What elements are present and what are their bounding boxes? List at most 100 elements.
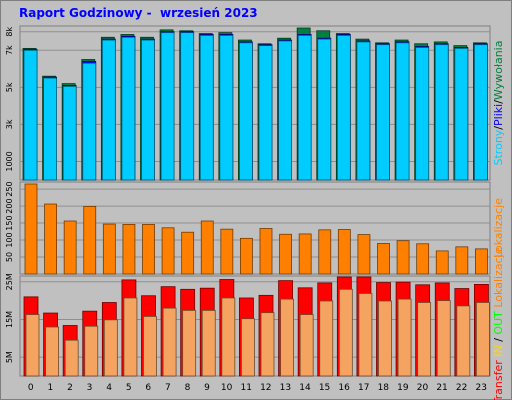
bar-pages-16 [336, 35, 351, 181]
bar-sites-22 [455, 246, 469, 275]
x-tick-label: 15 [319, 383, 330, 393]
bar-kbytes_in-6 [143, 316, 157, 377]
bar-sites-7 [161, 227, 175, 275]
bar-kbytes_in-1 [45, 326, 59, 377]
side-label-bottom-part: Lokalizacje [492, 247, 505, 307]
bar-sites-3 [83, 206, 97, 275]
title-period: wrzesień 2023 [160, 6, 258, 20]
y-tick-label: 3k [5, 119, 14, 129]
bar-kbytes_in-7 [162, 307, 177, 377]
side-label-bottom-part: IN [492, 345, 505, 356]
bar-kbytes_in-18 [378, 300, 392, 377]
transfer-panel-plot-area [19, 275, 491, 377]
x-tick-label: 10 [221, 383, 233, 393]
bar-pages-6 [141, 39, 155, 181]
x-tick-label: 13 [280, 383, 291, 393]
bar-kbytes_in-20 [417, 302, 432, 377]
x-tick-label: 1 [48, 383, 54, 393]
bar-kbytes_in-5 [123, 297, 138, 377]
bar-kbytes_in-13 [280, 298, 294, 377]
bar-sites-20 [416, 243, 430, 275]
bar-sites-12 [259, 228, 273, 275]
bar-pages-3 [82, 62, 97, 181]
bar-kbytes_in-15 [319, 300, 334, 377]
bar-pages-2 [62, 85, 77, 181]
bar-kbytes_in-19 [397, 298, 412, 377]
bar-sites-4 [102, 223, 116, 275]
bar-pages-18 [376, 44, 390, 181]
bar-sites-16 [337, 229, 351, 275]
bar-kbytes_in-2 [64, 339, 79, 377]
side-label-bottom-part: / [492, 335, 505, 346]
bar-pages-14 [297, 35, 312, 181]
side-label-top: Strony/Pliki/Wywołania [492, 41, 505, 166]
sites-panel-plot-area [19, 181, 491, 275]
y-tick-label: 15M [5, 311, 14, 328]
bar-pages-21 [434, 44, 449, 181]
bar-pages-11 [239, 42, 253, 181]
x-tick-label: 22 [456, 383, 467, 393]
y-tick-label: 8k [5, 26, 14, 36]
bar-pages-19 [395, 42, 410, 181]
y-tick-label: 7k [5, 45, 14, 55]
bar-pages-15 [317, 38, 332, 181]
side-label-middle-part: Lokalizacje [492, 198, 505, 258]
bar-sites-14 [298, 233, 312, 275]
bar-sites-10 [220, 228, 234, 275]
x-tick-label: 17 [358, 383, 369, 393]
y-tick-label: 250 [5, 181, 14, 196]
x-tick-label: 20 [417, 383, 429, 393]
x-tick-label: 16 [338, 383, 350, 393]
bar-pages-10 [219, 35, 234, 181]
bar-sites-18 [377, 243, 390, 275]
x-tick-label: 2 [67, 383, 73, 393]
x-tick-label: 6 [145, 383, 151, 393]
bar-pages-5 [121, 36, 136, 181]
bar-pages-8 [180, 32, 195, 181]
x-tick-label: 12 [260, 383, 271, 393]
bar-kbytes_in-11 [241, 318, 255, 377]
bar-sites-1 [44, 203, 57, 275]
bar-kbytes_in-9 [201, 310, 216, 377]
side-label-bottom: Transfer IN / OUT Lokalizacje [492, 247, 505, 400]
y-tick-label: 25M [5, 273, 14, 290]
side-label-bottom-part: OUT [492, 311, 505, 335]
x-tick-label: 9 [204, 383, 210, 393]
side-label-top-part: Pliki [492, 104, 505, 126]
bar-sites-21 [435, 250, 449, 275]
hits-files-pages-panel-plot-area [19, 25, 491, 181]
x-tick-label: 21 [436, 383, 447, 393]
x-tick-label: 0 [28, 383, 34, 393]
y-tick-label: 1000 [5, 151, 14, 171]
bar-kbytes_in-14 [299, 314, 314, 377]
side-label-middle: Lokalizacje [492, 198, 505, 258]
bar-sites-6 [142, 224, 155, 275]
side-label-top-part: / [492, 126, 505, 130]
y-tick-label: 100 [5, 232, 14, 247]
x-tick-label: 23 [475, 383, 486, 393]
bar-sites-9 [200, 220, 214, 275]
bar-sites-17 [357, 234, 371, 275]
bar-kbytes_in-21 [436, 300, 451, 377]
bar-sites-13 [279, 233, 292, 275]
bar-kbytes_in-17 [358, 293, 373, 377]
side-label-bottom-part: Transfer [492, 360, 505, 400]
bar-pages-7 [160, 32, 175, 181]
bar-pages-23 [474, 44, 488, 181]
bar-pages-13 [278, 40, 292, 181]
bar-sites-0 [24, 183, 38, 275]
x-tick-label: 14 [299, 383, 311, 393]
bar-pages-12 [258, 45, 273, 181]
report-title: Raport Godzinowy - wrzesień 2023 [19, 6, 258, 20]
bar-pages-0 [23, 49, 38, 181]
side-label-top-part: Wywołania [492, 41, 505, 101]
bar-sites-5 [122, 224, 136, 275]
bar-kbytes_in-10 [221, 297, 236, 377]
bar-sites-8 [181, 231, 195, 275]
bar-kbytes_in-8 [182, 310, 197, 377]
y-tick-label: 150 [5, 215, 14, 230]
bar-pages-22 [454, 47, 469, 181]
bar-sites-15 [318, 229, 332, 275]
bar-sites-23 [475, 248, 488, 275]
